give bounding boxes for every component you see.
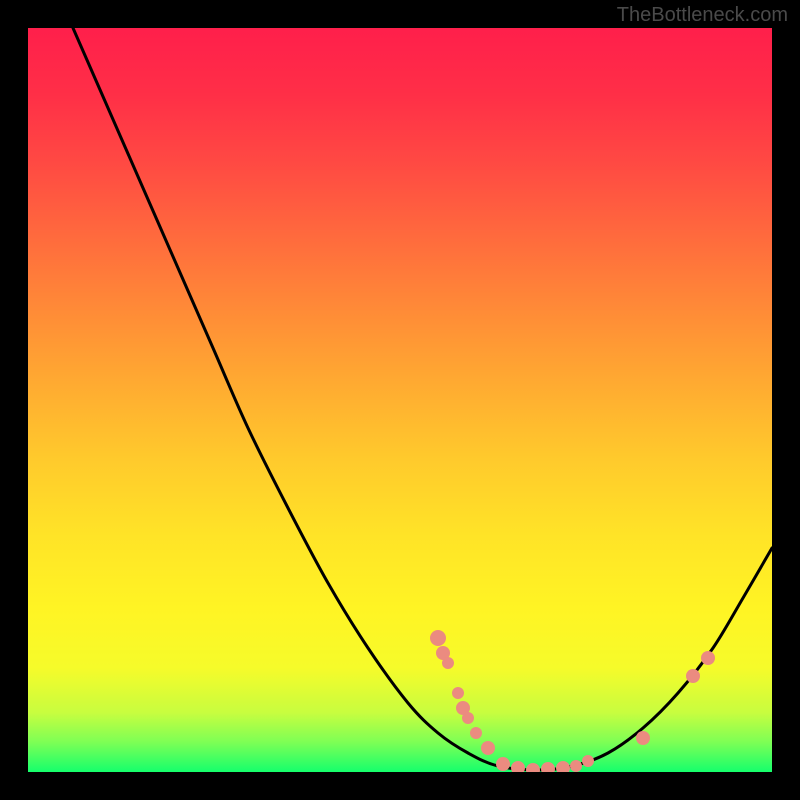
scatter-point [701, 651, 715, 665]
bottleneck-curve-chart [28, 28, 772, 772]
watermark-text: TheBottleneck.com [617, 4, 788, 27]
scatter-point [481, 741, 495, 755]
scatter-point [496, 757, 510, 771]
chart-background [28, 28, 772, 772]
scatter-point [452, 687, 464, 699]
scatter-point [430, 630, 446, 646]
scatter-point [686, 669, 700, 683]
scatter-point [636, 731, 650, 745]
scatter-point [470, 727, 482, 739]
scatter-point [582, 755, 594, 767]
scatter-point [462, 712, 474, 724]
scatter-point [442, 657, 454, 669]
chart-container [28, 28, 772, 772]
scatter-point [570, 760, 582, 772]
